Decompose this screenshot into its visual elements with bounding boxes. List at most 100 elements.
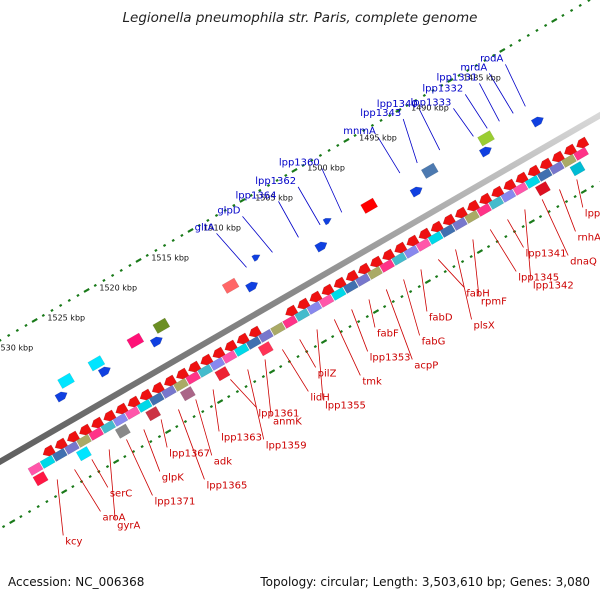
gene-arrow-forward: [54, 391, 68, 403]
track-tick: [275, 178, 279, 182]
gene-label: lpp1337: [585, 208, 600, 219]
track-tick: [578, 3, 582, 7]
gene-block: [114, 423, 131, 439]
gene-arrow-reverse: [115, 402, 129, 415]
track-tick: [232, 203, 236, 207]
gene-band-tile: [451, 216, 468, 231]
track-tick: [551, 17, 558, 23]
track-tick: [128, 263, 132, 267]
track-tick: [310, 158, 314, 162]
genome-backbone: [0, 111, 600, 466]
track-tick: [67, 298, 71, 302]
track-tick: [235, 389, 240, 394]
track-tick: [474, 63, 478, 67]
track-tick: [258, 188, 262, 192]
gene-band-tile: [318, 293, 335, 308]
track-tick: [291, 167, 298, 173]
gene-band-tile: [88, 426, 105, 441]
gene-band-tile: [354, 272, 371, 287]
gene-band-tile: [367, 265, 383, 280]
track-tick: [223, 208, 227, 212]
map-title: Legionella pneumophila str. Paris, compl…: [122, 10, 478, 26]
gene-label-layer: rodAmrdAlpp1331lpp1332lpp1333lpp1340lpp1…: [65, 53, 600, 547]
gene-band-tile: [512, 181, 529, 196]
gene-label: aroA: [103, 512, 126, 523]
gene-band-tile: [548, 160, 565, 175]
track-tick: [362, 128, 366, 132]
gene-band-tile: [270, 321, 286, 336]
gene-label: lpp1361: [258, 408, 299, 419]
track-tick: [61, 489, 68, 495]
gene-band-tile: [403, 244, 420, 259]
gene-band-tile: [573, 146, 590, 161]
leader-line: [143, 429, 161, 472]
track-tick: [331, 334, 335, 339]
gene-arrow-reverse: [321, 283, 335, 296]
gene-band-tile: [391, 251, 408, 266]
gene-label: lpp1364: [236, 190, 277, 201]
tick-track-layer: [0, 0, 600, 529]
label-leader-layer: [56, 64, 584, 536]
kbp-label: 1510 kbp: [203, 224, 241, 233]
kbp-label: 1525 kbp: [47, 314, 85, 323]
gene-arrow-reverse: [576, 136, 590, 149]
gene-label: lpp1340: [377, 99, 418, 110]
leader-line: [56, 479, 64, 536]
track-tick: [261, 374, 266, 379]
track-tick: [239, 197, 246, 203]
track-tick: [556, 204, 560, 209]
gene-label: lpp1342: [533, 280, 574, 291]
gene-arrow-reverse: [515, 171, 529, 184]
track-tick: [171, 238, 175, 242]
track-tick: [88, 474, 92, 479]
gene-band-tile: [63, 440, 80, 455]
track-tick: [365, 314, 369, 319]
track-tick: [24, 323, 28, 327]
gene-label: lpp1343: [360, 108, 401, 119]
track-tick: [509, 43, 513, 47]
gene-band-tile: [27, 461, 44, 476]
gene-arrow-reverse: [78, 423, 93, 436]
gene-block: [257, 340, 274, 357]
gene-arrow-reverse: [479, 192, 493, 205]
track-tick: [580, 189, 587, 195]
gene-band-tile: [221, 349, 238, 364]
track-tick: [83, 287, 90, 293]
track-tick: [343, 137, 350, 143]
track-tick: [131, 449, 136, 454]
track-tick: [457, 73, 461, 77]
gene-arrow-reverse: [42, 444, 56, 457]
leader-line: [453, 108, 474, 137]
track-tick: [318, 153, 323, 157]
track-tick: [183, 419, 188, 424]
track-tick: [348, 324, 352, 329]
gene-band-tile: [415, 237, 432, 252]
leader-line: [160, 419, 168, 448]
track-tick: [440, 83, 444, 87]
gene-band-tile: [306, 300, 323, 315]
gene-band-tile: [136, 398, 153, 413]
gene-arrow-reverse: [563, 143, 578, 156]
leader-line: [377, 136, 401, 174]
track-tick: [382, 304, 387, 309]
track-tick: [162, 243, 167, 247]
gene-label: mnmA: [343, 126, 376, 137]
track-tick: [287, 359, 291, 364]
kbp-label: 1505 kbp: [255, 194, 293, 203]
track-tick: [187, 227, 194, 233]
gene-arrow-reverse: [212, 346, 226, 359]
track-tick: [486, 244, 491, 249]
track-tick: [53, 494, 58, 499]
track-tick: [327, 148, 331, 152]
track-tick: [590, 184, 595, 189]
topology-text: Topology: circular; Length: 3,503,610 bp…: [260, 575, 590, 589]
track-tick: [164, 429, 172, 435]
track-tick: [296, 354, 300, 359]
gene-band-tile: [282, 314, 299, 329]
gene-band-tile: [76, 433, 92, 448]
gene-arrow-forward: [322, 218, 332, 226]
track-tick: [538, 214, 543, 219]
track-tick: [408, 289, 413, 294]
gene-block: [57, 372, 75, 389]
track-tick: [353, 133, 357, 137]
